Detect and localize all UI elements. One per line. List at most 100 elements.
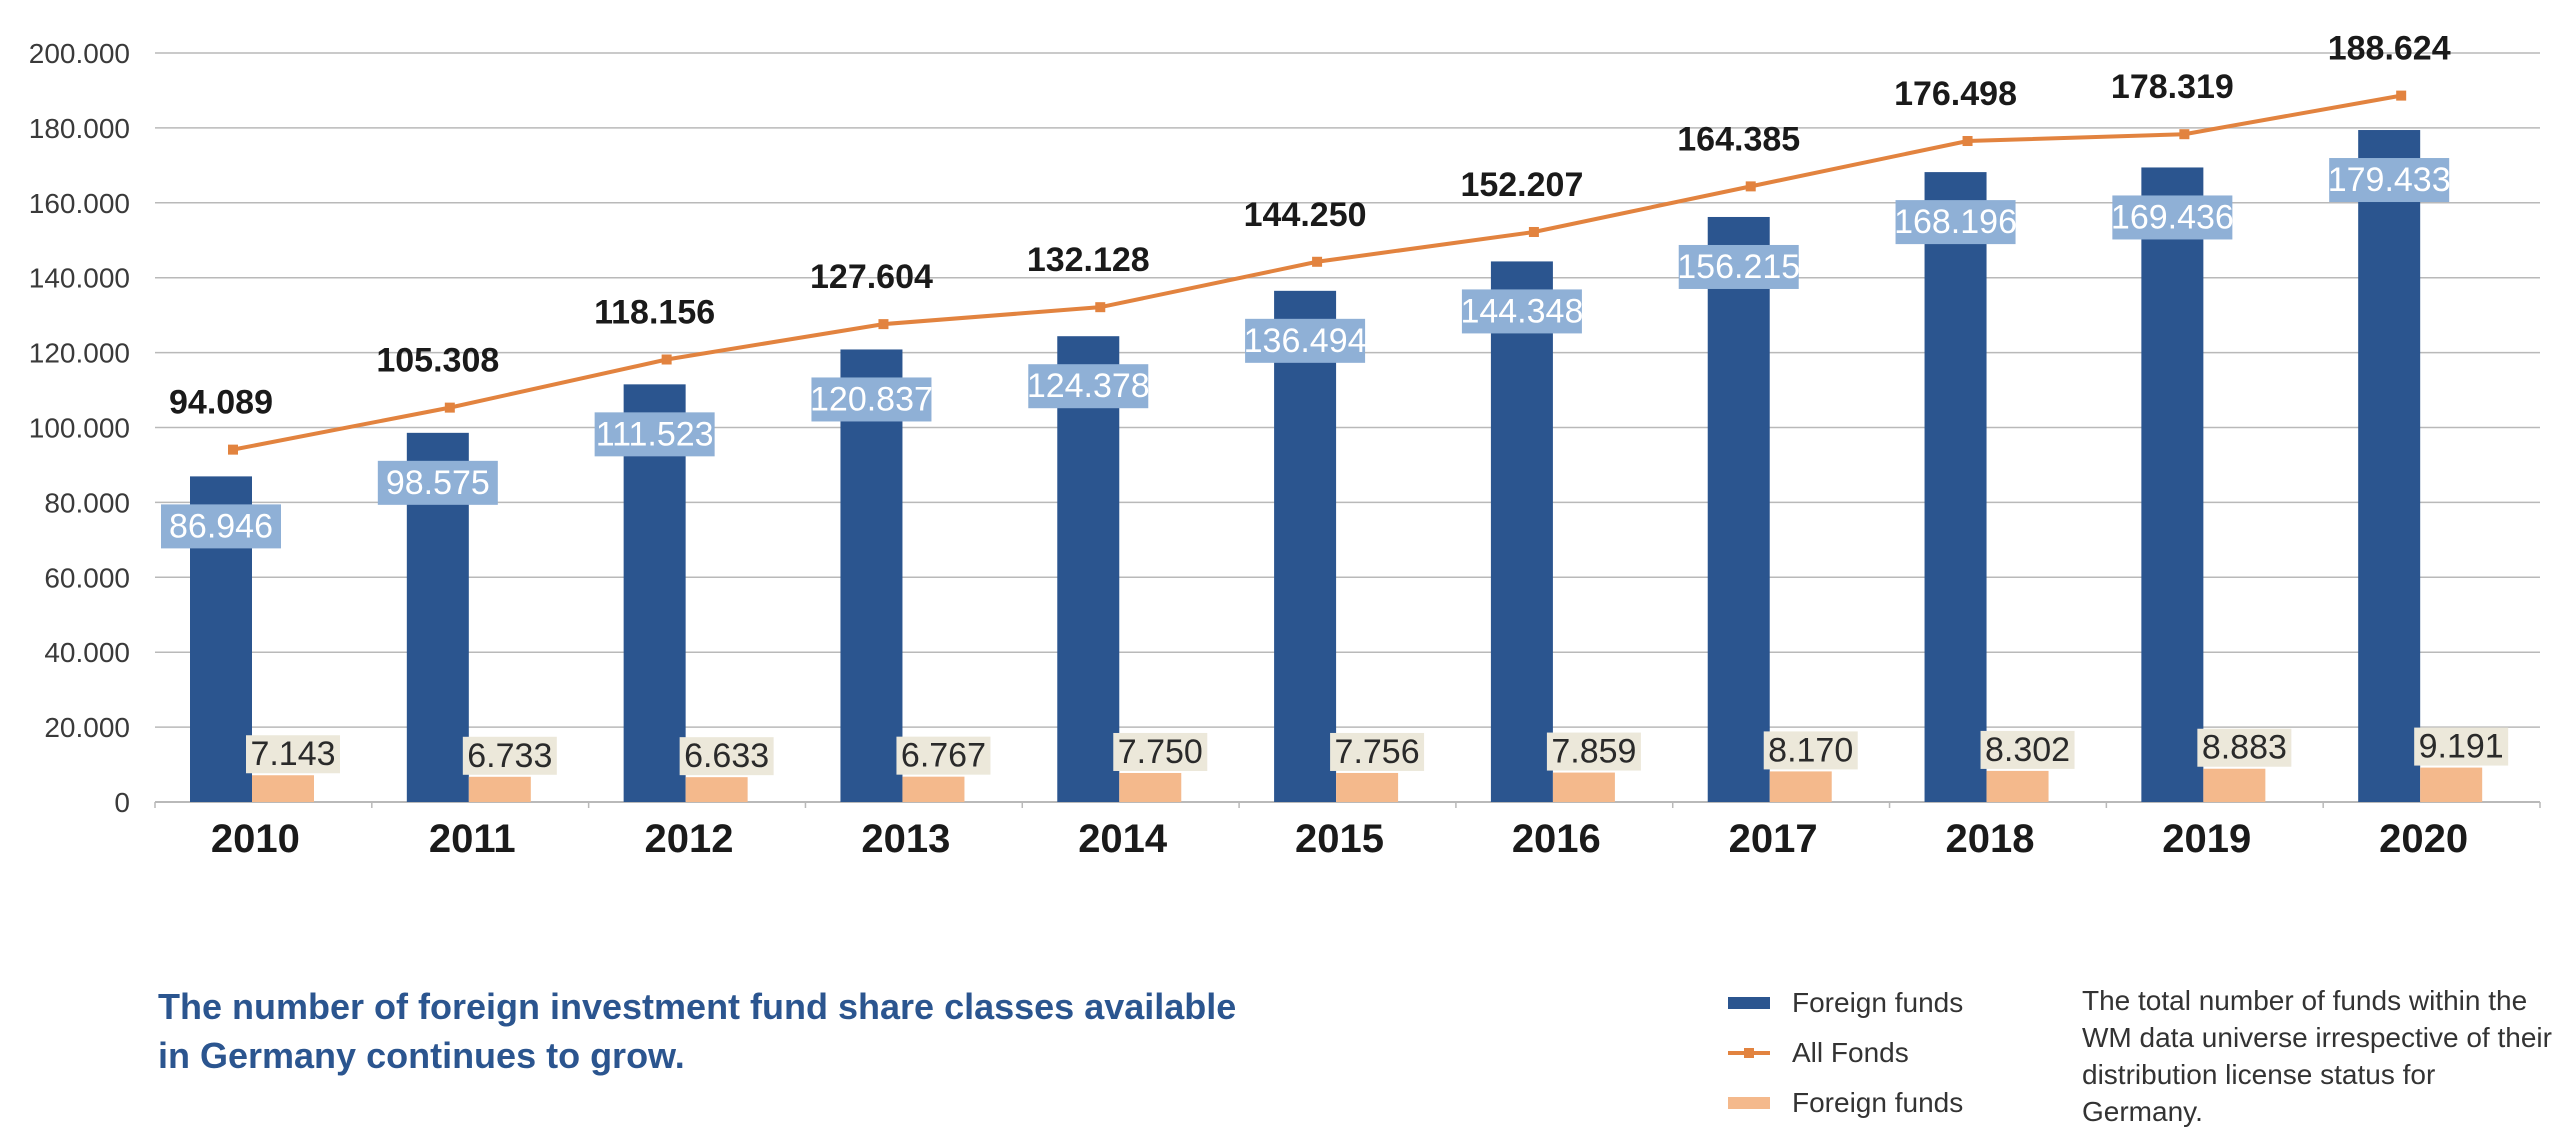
small-bar-label-box — [1980, 730, 2075, 769]
foreign-funds-bar — [1057, 336, 1120, 802]
y-tick-label: 20.000 — [44, 712, 130, 743]
small-bar-value-label: 7.750 — [1118, 733, 1203, 771]
foreign-funds-value-label: 168.196 — [1894, 203, 2017, 241]
small-bar-label-box — [246, 735, 340, 774]
y-tick-label: 200.000 — [29, 38, 130, 69]
small-bar-value-label: 8.170 — [1768, 731, 1853, 769]
legend-swatch-peach — [1728, 1097, 1770, 1109]
foreign-funds-bar — [1274, 290, 1337, 802]
legend: Foreign funds All Fonds Foreign funds — [1728, 978, 2058, 1128]
foreign-funds-small-bar — [2420, 767, 2483, 802]
legend-item-foreign-funds-peach: Foreign funds — [1728, 1078, 2058, 1128]
foreign-funds-value-label: 144.348 — [1460, 292, 1583, 330]
foreign-funds-label-box — [594, 412, 715, 457]
small-bar-label-box — [462, 736, 557, 775]
all-fonds-value-label: 144.250 — [1244, 196, 1367, 234]
foreign-funds-label-box — [1028, 364, 1149, 409]
legend-label: All Fonds — [1792, 1037, 1909, 1068]
chart-canvas: 0 20.000 40.000 60.000 80.000 100.000 120.000 1… — [29, 30, 2541, 860]
foreign-funds-bar — [2141, 167, 2204, 803]
foreign-funds-small-bar — [468, 776, 531, 802]
foreign-funds-bar — [840, 349, 903, 802]
foreign-funds-value-label: 179.433 — [2328, 161, 2451, 199]
x-axis-ticks: 2010 2011 2012 2013 2014 2015 2016 2017 2018 2019… — [211, 817, 2468, 860]
small-bar-value-label: 7.756 — [1335, 733, 1420, 771]
legend-label: Foreign funds — [1792, 1087, 1964, 1118]
all-fonds-value-label: 118.156 — [594, 294, 715, 332]
small-bar-label-box — [1113, 732, 1208, 771]
foreign-funds-small-bar — [1552, 772, 1615, 802]
all-funds-line — [228, 90, 2407, 455]
all-fonds-point — [878, 319, 889, 330]
foreign-funds-label-box — [811, 377, 932, 422]
foreign-funds-value-label: 136.494 — [1244, 322, 1367, 360]
small-bar-value-label: 9.191 — [2419, 728, 2504, 766]
y-tick-label: 0 — [114, 787, 130, 818]
foreign-funds-label-box — [2329, 158, 2450, 203]
all-fonds-value-label: 164.385 — [1677, 120, 1800, 158]
x-tick-label: 2012 — [645, 817, 734, 860]
legend-label: Foreign funds — [1792, 987, 1964, 1018]
small-bar-value-label: 7.859 — [1551, 733, 1636, 771]
foreign-funds-bar — [1490, 261, 1553, 802]
x-tick-label: 2017 — [1729, 817, 1818, 860]
foreign-funds-label-box — [377, 460, 498, 505]
all-fonds-point — [1528, 226, 1539, 237]
foreign-funds-small-bar — [1336, 772, 1399, 802]
y-tick-label: 140.000 — [29, 263, 130, 294]
legend-swatch-blue — [1728, 997, 1770, 1009]
x-tick-label: 2013 — [861, 817, 950, 860]
small-bar-label-box — [1546, 732, 1641, 771]
small-bar-value-label: 6.767 — [901, 737, 986, 775]
y-tick-label: 100.000 — [29, 413, 130, 444]
data-labels: 86.946 7.143 94.089 98.575 6.733 105.308 111.5… — [161, 30, 2509, 776]
foreign-funds-value-label: 124.378 — [1027, 367, 1150, 405]
foreign-funds-small-bar — [1769, 771, 1832, 802]
foreign-funds-bar — [1707, 216, 1770, 802]
foreign-funds-bar — [1924, 172, 1987, 803]
y-tick-label: 120.000 — [29, 338, 130, 369]
small-bar-label-box — [2197, 728, 2292, 767]
foreign-funds-small-bar — [2203, 768, 2266, 802]
y-tick-label: 80.000 — [44, 487, 130, 518]
all-fonds-point — [1095, 302, 1106, 313]
legend-item-foreign-funds-blue: Foreign funds — [1728, 978, 2058, 1028]
foreign-funds-label-box — [2112, 195, 2233, 240]
legend-item-all-fonds: All Fonds — [1728, 1028, 2058, 1078]
peach-bar-icon — [1728, 1078, 1770, 1128]
foreign-funds-value-label: 120.837 — [810, 380, 933, 418]
dark-blue-bar-icon — [1728, 978, 1770, 1028]
footnote: The total number of funds within the WM … — [2082, 985, 2552, 1127]
foreign-funds-label-box — [1245, 318, 1366, 363]
foreign-funds-label-box — [1895, 200, 2016, 245]
all-fonds-value-label: 176.498 — [1894, 75, 2017, 113]
x-tick-label: 2020 — [2379, 817, 2468, 860]
foreign-funds-small-bar — [1986, 770, 2049, 802]
x-tick-label: 2011 — [429, 817, 516, 860]
y-tick-label: 180.000 — [29, 113, 130, 144]
foreign-funds-small-bar — [685, 777, 748, 802]
x-tick-label: 2016 — [1512, 817, 1601, 860]
all-fonds-point — [2179, 129, 2190, 140]
all-fonds-point — [1745, 181, 1756, 192]
foreign-funds-small-bar — [252, 775, 314, 802]
y-tick-label: 40.000 — [44, 637, 130, 668]
x-tick-label: 2018 — [1945, 817, 2034, 860]
all-fonds-value-label: 152.207 — [1460, 166, 1583, 204]
y-tick-label: 60.000 — [44, 562, 130, 593]
x-tick-label: 2019 — [2162, 817, 2251, 860]
foreign-funds-value-label: 156.215 — [1677, 248, 1800, 286]
small-bar-value-label: 8.302 — [1985, 731, 2070, 769]
small-bar-label-box — [679, 737, 774, 776]
x-tick-label: 2010 — [211, 817, 300, 860]
foreign-funds-small-bar — [1119, 772, 1182, 802]
all-fonds-value-label: 94.089 — [169, 384, 273, 422]
x-tick-label: 2014 — [1078, 817, 1168, 860]
small-bar-label-box — [896, 736, 991, 775]
foreign-funds-bar — [2358, 130, 2421, 802]
all-fonds-point — [1312, 256, 1323, 267]
all-fonds-value-label: 132.128 — [1027, 241, 1150, 279]
foreign-funds-label-box — [1678, 244, 1799, 289]
all-fonds-point — [444, 402, 455, 413]
small-bar-value-label: 6.733 — [467, 737, 552, 775]
